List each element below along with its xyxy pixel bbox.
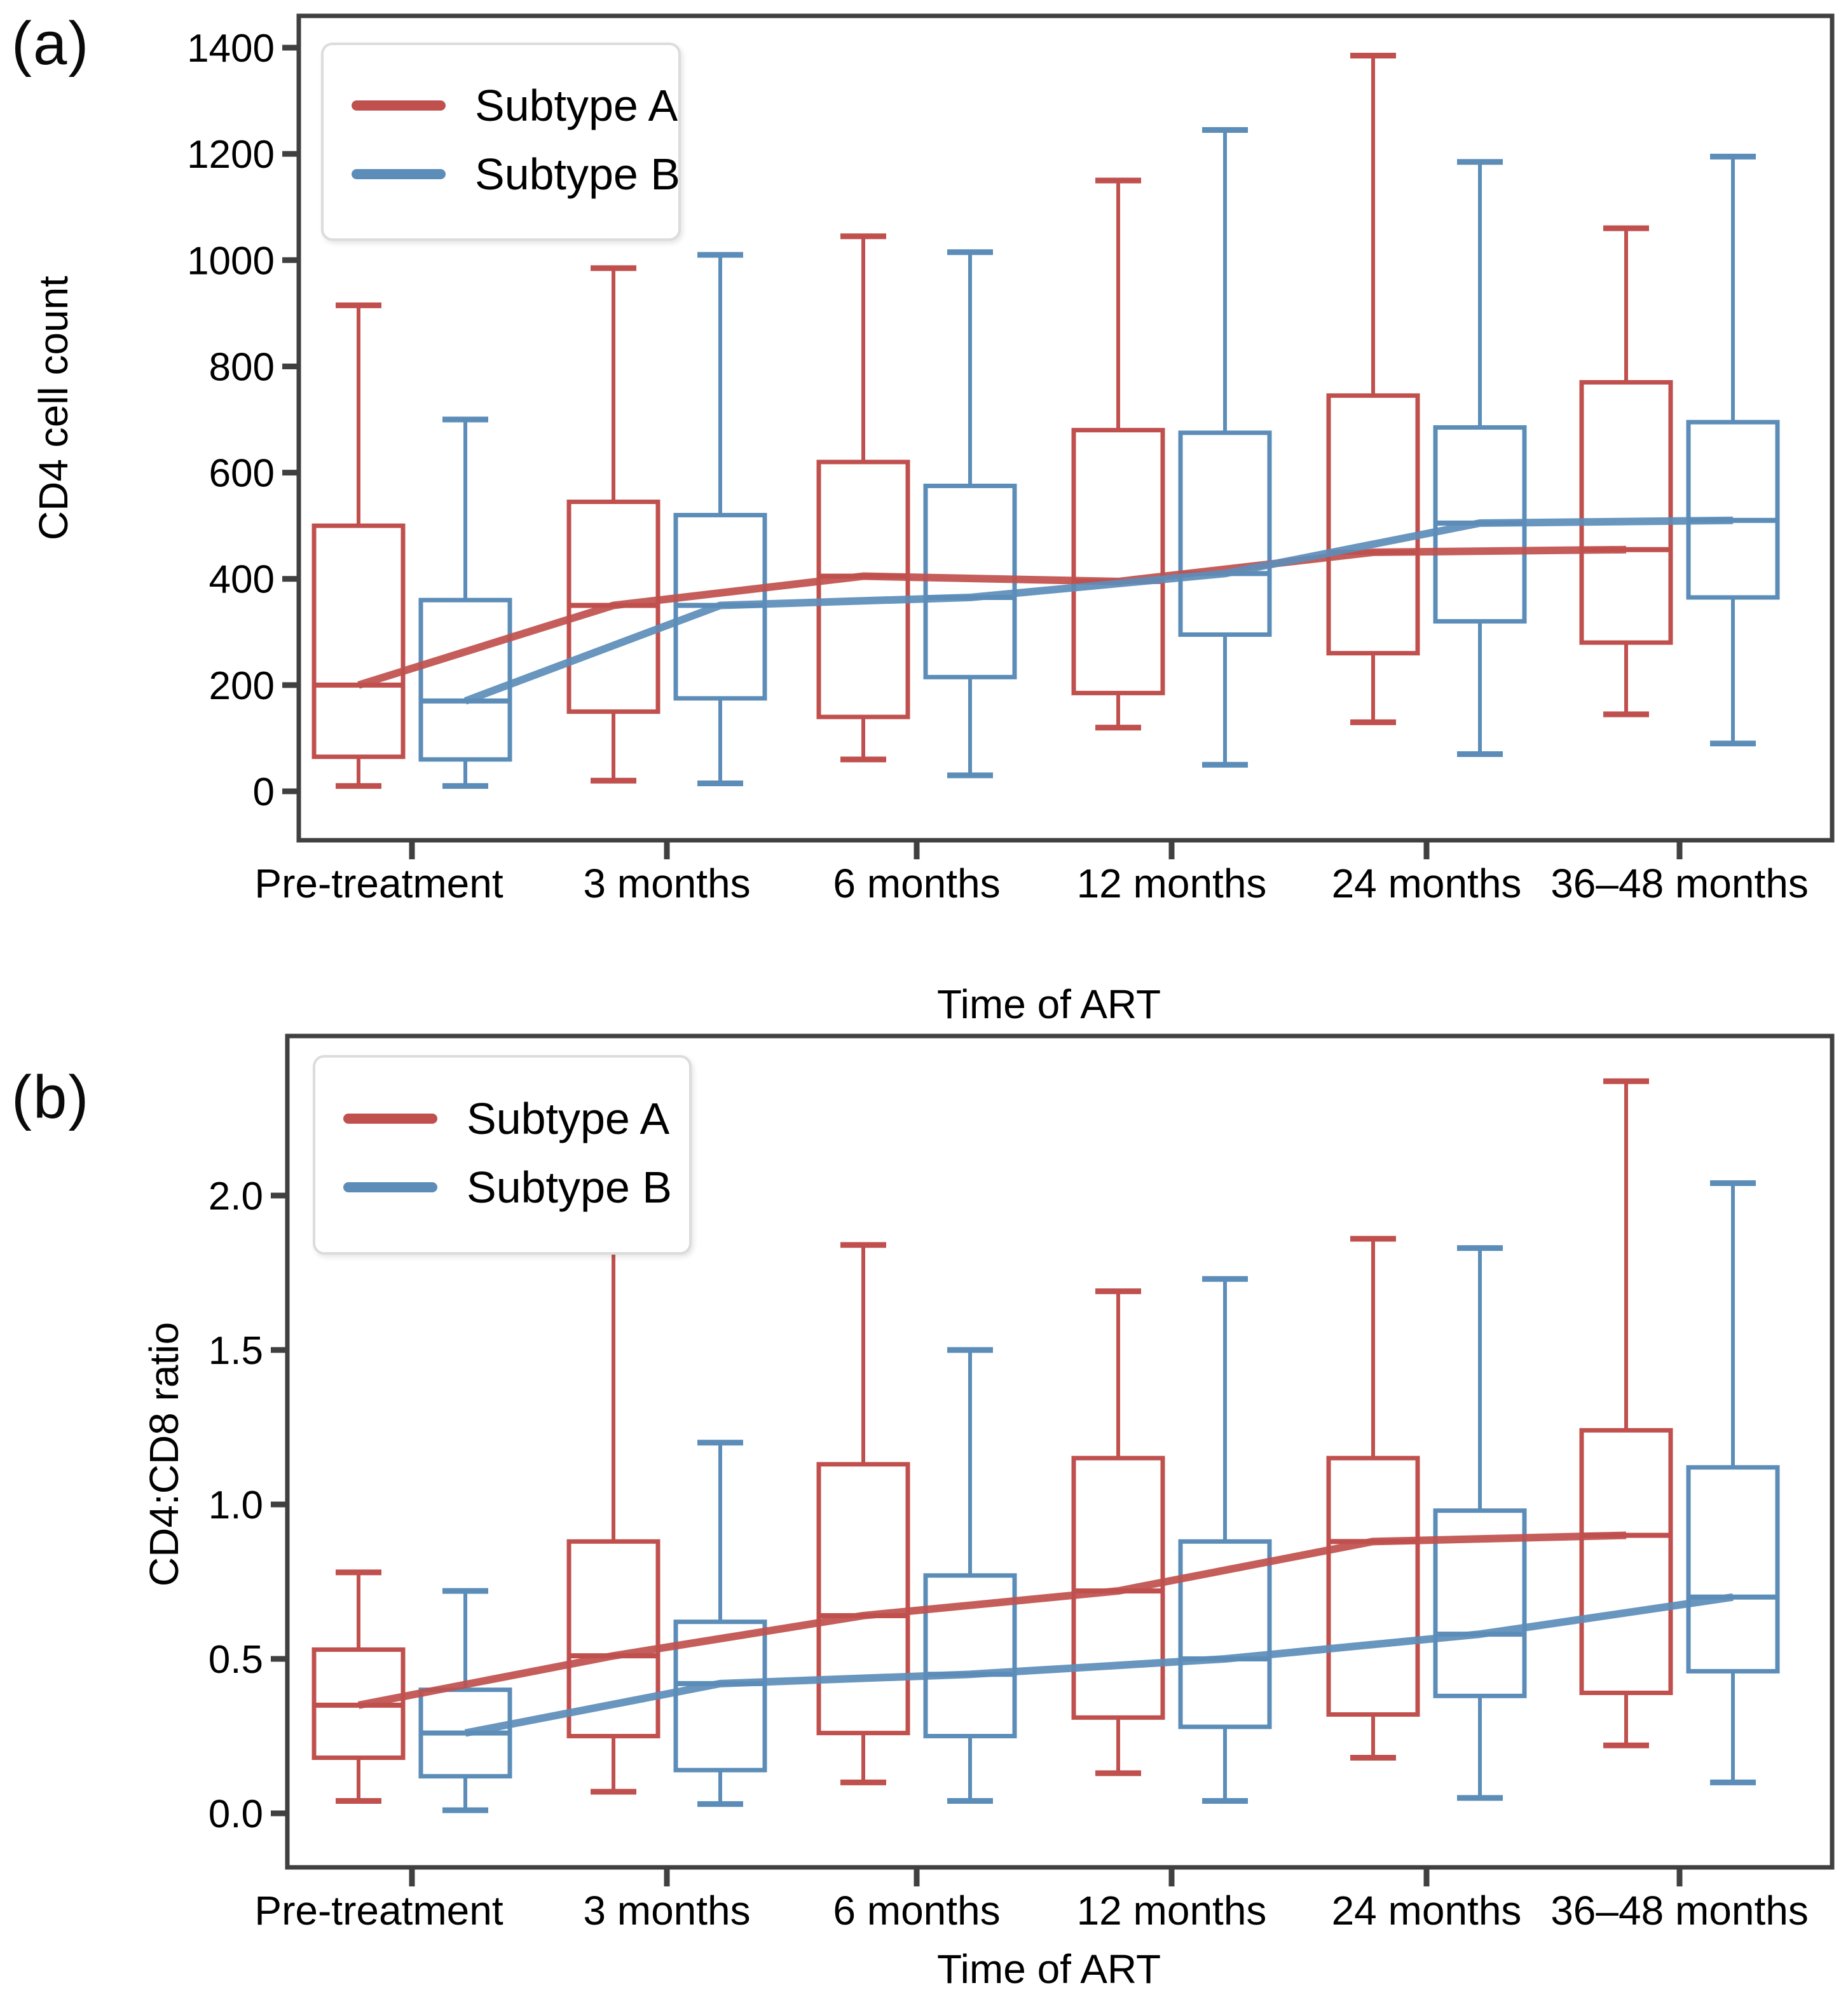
y-tick-label: 0 [253, 770, 275, 814]
panel-a-boxplot-chart: 0 200 400 600 800 1000 1200 1400 Pre-treatment 3 … [187, 13, 1835, 906]
x-tick-label: 12 months [1077, 1888, 1267, 1933]
y-tick-label: 400 [209, 558, 275, 602]
x-tick-label: 24 months [1332, 1888, 1522, 1933]
median-trend-line-subtype-a [357, 545, 1627, 689]
boxplot-subtype-b-pre-treatment [418, 416, 512, 789]
y-tick-label: 1.0 [209, 1483, 263, 1527]
subtype-a-line-swatch [352, 100, 446, 111]
median-trend-line-subtype-b [463, 516, 1734, 705]
y-tick-label: 1400 [187, 27, 275, 71]
x-tick-label: Pre-treatment [254, 861, 503, 906]
boxplot-subtype-a-6-months [816, 233, 910, 763]
boxplot-subtype-a-24-months [1326, 1236, 1420, 1761]
boxplot-subtype-b-pre-treatment [418, 1588, 512, 1813]
x-tick-label: 3 months [583, 1888, 750, 1933]
legend-row-subtype-b: Subtype B [343, 1165, 672, 1210]
legend-label-subtype-b: Subtype B [475, 149, 680, 199]
y-tick-label: 1000 [187, 239, 275, 283]
y-tick-label: 200 [209, 664, 275, 708]
legend-row-subtype-b: Subtype B [352, 152, 680, 196]
boxplot-subtype-b-12-months [1178, 1276, 1272, 1804]
boxplot-subtype-a-12-months [1071, 1288, 1165, 1776]
boxplot-subtype-a-36-48-months [1579, 225, 1673, 718]
boxplot-subtype-a-24-months [1326, 53, 1420, 725]
y-tick-label: 1.5 [209, 1329, 263, 1373]
panel-a-tag: (a) [11, 10, 90, 78]
boxplot-subtype-b-36-48-months [1686, 1180, 1780, 1785]
boxplot-subtype-a-12-months [1071, 177, 1165, 731]
legend-label-subtype-a: Subtype A [467, 1094, 670, 1143]
x-tick-label: 12 months [1077, 861, 1267, 906]
y-tick-label: 600 [209, 452, 275, 496]
x-tick-label: 24 months [1332, 861, 1522, 906]
legend-label-subtype-a: Subtype A [475, 81, 678, 130]
x-tick-label: 36–48 months [1550, 861, 1809, 906]
boxplot-subtype-a-6-months [816, 1242, 910, 1785]
plot-frame [296, 13, 1835, 843]
boxplot-subtype-a-pre-treatment [311, 1569, 406, 1804]
subtype-b-line-swatch [352, 169, 446, 179]
legend-row-subtype-a: Subtype A [352, 83, 678, 128]
x-tick-label: 6 months [833, 861, 1000, 906]
y-tick-label: 1200 [187, 133, 275, 177]
boxplot-subtype-a-3-months [566, 265, 660, 784]
x-tick-label: Pre-treatment [254, 1888, 503, 1933]
panel-b-tag: (b) [11, 1063, 90, 1131]
legend-row-subtype-a: Subtype A [343, 1096, 669, 1141]
panel-b-x-axis-title: Time of ART [936, 1946, 1161, 1992]
panel-b-boxplot-chart: 0.0 0.5 1.0 1.5 2.0 Pre-treatment 3 months 6 mo… [209, 1033, 1835, 1933]
plot-frame [285, 1033, 1835, 1870]
y-tick-label: 800 [209, 345, 275, 389]
subtype-b-line-swatch [343, 1182, 437, 1192]
boxplot-subtype-a-pre-treatment [311, 302, 406, 789]
boxplot-subtype-b-36-48-months [1686, 153, 1780, 747]
x-tick-label: 6 months [833, 1888, 1000, 1933]
boxplot-subtype-b-6-months [923, 1347, 1017, 1804]
boxplot-subtype-b-3-months [673, 252, 767, 786]
boxplot-subtype-a-36-48-months [1579, 1078, 1673, 1749]
median-trend-line-subtype-a [357, 1531, 1627, 1709]
y-tick-label: 2.0 [209, 1175, 263, 1218]
panel-a-x-axis-title: Time of ART [936, 981, 1161, 1027]
y-tick-label: 0.0 [209, 1792, 263, 1836]
median-trend-line-subtype-b [464, 1593, 1734, 1737]
subtype-a-line-swatch [343, 1114, 437, 1124]
panel-b-legend: Subtype A Subtype B [313, 1055, 692, 1255]
boxplot-subtype-b-3-months [673, 1440, 767, 1807]
x-tick-label: 3 months [583, 861, 750, 906]
x-tick-label: 36–48 months [1550, 1888, 1809, 1933]
y-tick-label: 0.5 [209, 1638, 263, 1682]
legend-label-subtype-b: Subtype B [467, 1162, 672, 1212]
boxplot-subtype-b-6-months [923, 249, 1017, 779]
panel-a-legend: Subtype A Subtype B [321, 43, 681, 241]
boxplot-subtype-b-12-months [1178, 127, 1272, 768]
boxplot-subtype-b-24-months [1433, 159, 1527, 758]
boxplot-subtype-b-24-months [1433, 1245, 1527, 1801]
